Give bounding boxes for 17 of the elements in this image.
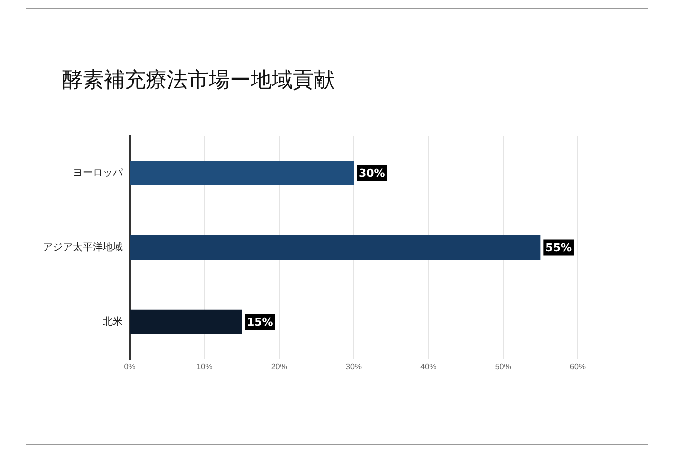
x-tick-label: 50% (495, 362, 512, 372)
x-tick-label: 30% (346, 362, 362, 372)
y-tick-label: ヨーロッパ (73, 168, 124, 179)
y-tick-label: アジア太平洋地域 (43, 241, 123, 254)
chart-title: 酵素補充療法市場ー地域貢献 (62, 67, 335, 94)
x-tick-label: 40% (420, 362, 437, 372)
x-tick-label: 0% (124, 362, 136, 372)
x-tick-label: 10% (196, 362, 213, 372)
y-tick-label: 北米 (103, 316, 123, 328)
data-label: 30% (359, 167, 386, 180)
data-label: 15% (247, 316, 274, 330)
bar (130, 310, 242, 334)
x-tick-label: 60% (570, 362, 586, 372)
bar (130, 160, 354, 186)
bar (130, 235, 541, 260)
data-label: 55% (546, 242, 572, 255)
x-tick-label: 20% (271, 362, 288, 372)
